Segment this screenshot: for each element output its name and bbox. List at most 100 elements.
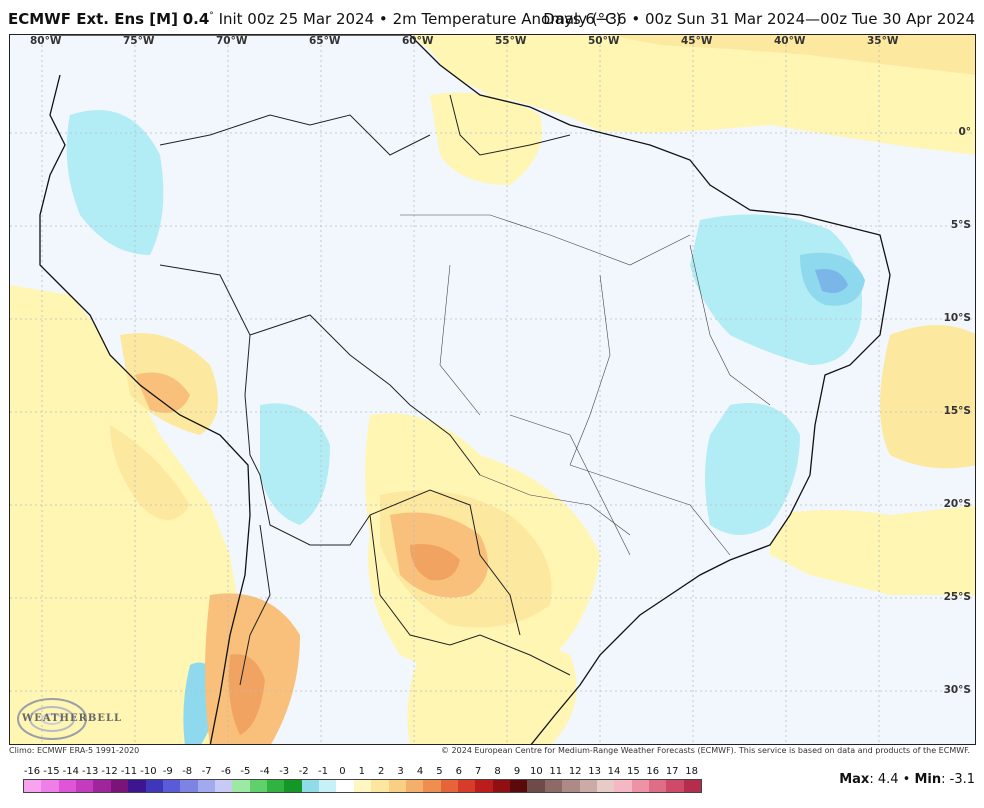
cool-anomaly-bolivia [260,403,330,525]
stats-separator: • [898,772,915,787]
lon-label: 70°W [216,35,248,47]
warm-anomaly-east-atlantic [880,325,975,469]
colorbar-swatch [475,780,493,792]
colorbar-swatch [249,780,268,792]
colorbar-tick-label: 1 [358,766,365,777]
colorbar-swatch [596,780,615,792]
warm-anomaly-north-atlantic-2 [610,35,975,75]
header: ECMWF Ext. Ens [M] 0.4° Init 00z 25 Mar … [0,0,984,34]
lon-label: 80°W [30,35,62,47]
warm-anomaly-guiana [430,92,542,185]
colorbar-tick-label: -5 [240,766,251,777]
model-resolution: 0.4 [182,10,210,28]
colorbar-tick-label: -13 [82,766,99,777]
lat-label: 20°S [943,498,971,510]
colorbar-tick-label: 14 [607,766,621,777]
colorbar-swatch [93,780,111,792]
warm-anomaly-pacific-2 [110,425,190,520]
colorbar-swatch [666,780,684,792]
colorbar-labels: -16 -15 -14 -13 -12 -11 -10 -9 -8 -7 -6 -5 -4 -3 -2 -1 0… [23,766,702,779]
colorbar-tick-label: -15 [43,766,60,777]
colorbar-swatch [388,780,406,792]
country-borders [159,94,571,686]
lon-label: 55°W [495,35,527,47]
warm-anomaly-pacific [10,285,240,744]
colorbar-swatch [527,780,545,792]
colorbar-tick-label: 10 [530,766,543,777]
colorbar-tick-label: 9 [513,766,521,777]
map-canvas [10,35,975,744]
colorbar-swatch [562,780,580,792]
lon-label: 40°W [774,35,806,47]
warm-anomaly-argentina-hot [228,654,265,735]
colorbar-tick-label: -10 [140,766,157,777]
colorbar-tick-label: 3 [397,766,404,777]
max-label: Max [839,772,870,787]
warm-anomaly-peru-core [135,372,190,413]
max-value: : 4.4 [869,772,899,787]
colorbar: -16 -15 -14 -13 -12 -11 -10 -9 -8 -7 -6 -5 -4 -3 -2 -1 0… [23,766,702,793]
colorbar-swatch [24,780,42,792]
cool-anomaly-southeast [705,403,800,535]
stats: Max: 4.4 • Min: -3.1 [839,772,975,787]
colorbar-tick-label: -9 [162,766,173,777]
colorbar-swatch [232,780,250,792]
colorbar-tick-label: -8 [182,766,193,777]
colorbar-tick-label: 0 [339,766,346,777]
lat-label: 25°S [943,591,971,603]
lat-label: 0° [958,126,971,138]
colorbar-tick-label: 15 [627,766,640,777]
lat-label: 10°S [943,312,971,324]
weatherbell-logo: WEATHERBELL [14,695,121,743]
colorbar-swatch [648,780,667,792]
colorbar-swatch [41,780,59,792]
colorbar-swatch [214,780,233,792]
min-value: : -3.1 [941,772,975,787]
colorbar-swatch [510,780,528,792]
colorbar-tick-label: 17 [665,766,679,777]
state-borders [400,214,771,556]
colorbar-swatch [683,780,702,792]
colorbar-swatch [544,780,563,792]
header-separator: • [378,10,388,28]
colorbar-swatch [457,780,476,792]
colorbar-tick-label: -6 [221,766,231,777]
colorbar-swatch [162,780,181,792]
warm-anomaly-north-atlantic [410,35,975,155]
min-label: Min [914,772,942,787]
colorbar-tick-label: 8 [494,766,501,777]
south-america-land [40,35,890,744]
cool-anomaly-northeast [690,214,862,365]
colorbar-tick-label: -7 [201,766,212,777]
logo-text: WEATHERBELL [22,713,123,724]
colorbar-swatch [631,780,649,792]
model-name: ECMWF Ext. Ens [M] [8,10,178,28]
colorbar-swatch [180,780,198,792]
cool-anomaly-northeast-deep [815,269,848,293]
colorbar-swatch [284,780,302,792]
colorbar-tick-label: 7 [475,766,482,777]
lon-label: 45°W [681,35,713,47]
colorbar-tick-label: 12 [568,766,582,777]
colorbar-swatch [492,780,511,792]
copyright-note: © 2024 European Centre for Medium-Range … [441,746,970,755]
header-title: ECMWF Ext. Ens [M] 0.4° Init 00z 25 Mar … [8,10,622,28]
graticule [10,35,975,744]
colorbar-tick-label: -3 [279,766,290,777]
anomaly-map: 80°W 75°W 70°W 65°W 60°W 55°W 50°W 45°W … [9,34,976,745]
lat-label: 5°S [950,219,971,231]
colorbar-tick-label: 2 [378,766,385,777]
lon-label: 35°W [867,35,899,47]
colorbar-swatch [371,780,389,792]
lat-label: 15°S [943,405,971,417]
colorbar-tick-label: -16 [23,766,41,777]
logo-swirl-icon [17,698,87,740]
colorbar-swatch [614,780,632,792]
coastline [50,35,891,744]
colorbar-swatch [336,780,354,792]
coastline-west [39,74,251,744]
colorbar-swatch [58,780,77,792]
colorbar-tick-label: 18 [685,766,698,777]
warm-anomaly-paraguay-hot [410,544,460,581]
colorbar-swatch [197,780,215,792]
